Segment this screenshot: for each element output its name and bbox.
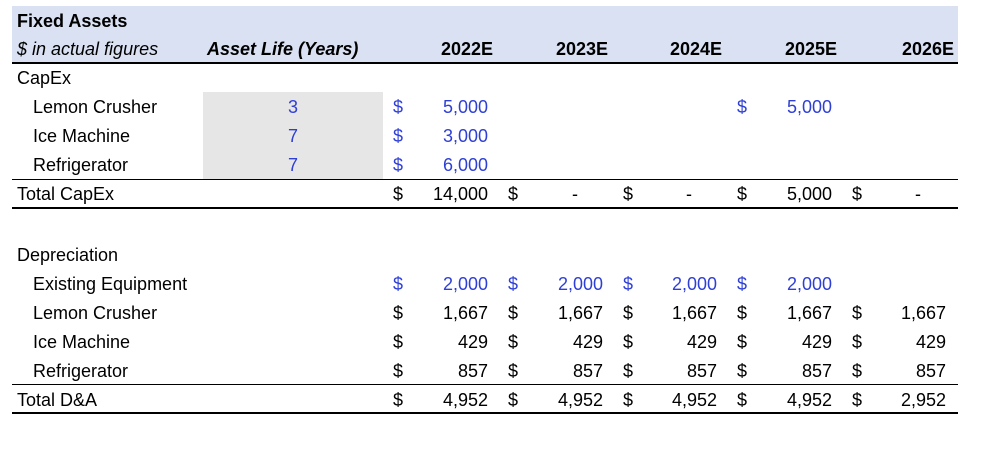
currency-symbol: $ bbox=[737, 184, 748, 204]
sheet-title: Fixed Assets bbox=[17, 11, 128, 31]
cell-value: 4,952 bbox=[442, 390, 488, 410]
asset-life-input-area bbox=[203, 92, 383, 179]
currency-symbol: $ bbox=[623, 390, 634, 410]
cell-value: 4,952 bbox=[557, 390, 603, 410]
currency-symbol: $ bbox=[508, 274, 519, 294]
row-label: Lemon Crusher bbox=[33, 303, 158, 323]
depreciation-section-label: Depreciation bbox=[17, 245, 119, 265]
dep-total-top-border bbox=[12, 384, 958, 385]
cell-value: 429 bbox=[801, 332, 832, 352]
year-header-2026E: 2026E bbox=[901, 39, 954, 59]
row-label: Total D&A bbox=[17, 390, 98, 410]
header-underline bbox=[12, 62, 958, 64]
currency-symbol: $ bbox=[623, 361, 634, 381]
cell-value: 4,952 bbox=[671, 390, 717, 410]
currency-symbol: $ bbox=[737, 303, 748, 323]
cell-value: 2,000 bbox=[442, 274, 488, 294]
cell-value: 1,667 bbox=[557, 303, 603, 323]
currency-symbol: $ bbox=[737, 97, 748, 117]
currency-symbol: $ bbox=[852, 390, 863, 410]
currency-symbol: $ bbox=[508, 361, 519, 381]
currency-symbol: $ bbox=[623, 184, 634, 204]
cell-value: 2,000 bbox=[557, 274, 603, 294]
year-header-2022E: 2022E bbox=[440, 39, 493, 59]
year-header-2023E: 2023E bbox=[555, 39, 608, 59]
cell-value: 5,000 bbox=[786, 184, 832, 204]
currency-symbol: $ bbox=[393, 184, 404, 204]
row-label: Total CapEx bbox=[17, 184, 115, 204]
cell-value: 2,952 bbox=[900, 390, 946, 410]
units-label: $ in actual figures bbox=[17, 39, 159, 59]
currency-symbol: $ bbox=[737, 332, 748, 352]
capex-total-top-border bbox=[12, 179, 958, 180]
year-header-2025E: 2025E bbox=[784, 39, 837, 59]
row-label: Refrigerator bbox=[33, 155, 129, 175]
cell-value: 1,667 bbox=[671, 303, 717, 323]
cell-value: 2,000 bbox=[786, 274, 832, 294]
cell-value: 4,952 bbox=[786, 390, 832, 410]
cell-value: 5,000 bbox=[786, 97, 832, 117]
cell-value: 857 bbox=[572, 361, 603, 381]
cell-value: 1,667 bbox=[900, 303, 946, 323]
currency-symbol: $ bbox=[393, 126, 404, 146]
capex-total-bottom-border bbox=[12, 207, 958, 209]
row-label: Refrigerator bbox=[33, 361, 129, 381]
year-header-2024E: 2024E bbox=[669, 39, 722, 59]
currency-symbol: $ bbox=[393, 332, 404, 352]
cell-value: 1,667 bbox=[786, 303, 832, 323]
dep-total-bottom-border bbox=[12, 412, 958, 414]
asset-life-value: 3 bbox=[287, 97, 298, 117]
cell-value: 857 bbox=[915, 361, 946, 381]
cell-value: - bbox=[915, 184, 921, 204]
currency-symbol: $ bbox=[623, 332, 634, 352]
currency-symbol: $ bbox=[393, 361, 404, 381]
currency-symbol: $ bbox=[623, 274, 634, 294]
currency-symbol: $ bbox=[737, 361, 748, 381]
currency-symbol: $ bbox=[852, 361, 863, 381]
row-label: Ice Machine bbox=[33, 126, 131, 146]
currency-symbol: $ bbox=[852, 303, 863, 323]
cell-value: 5,000 bbox=[442, 97, 488, 117]
currency-symbol: $ bbox=[508, 184, 519, 204]
header-band bbox=[12, 6, 958, 63]
currency-symbol: $ bbox=[508, 303, 519, 323]
currency-symbol: $ bbox=[508, 390, 519, 410]
row-label: Ice Machine bbox=[33, 332, 131, 352]
cell-value: 429 bbox=[572, 332, 603, 352]
currency-symbol: $ bbox=[737, 274, 748, 294]
asset-life-header: Asset Life (Years) bbox=[207, 39, 359, 59]
currency-symbol: $ bbox=[393, 390, 404, 410]
cell-value: 2,000 bbox=[671, 274, 717, 294]
cell-value: 429 bbox=[457, 332, 488, 352]
row-label: Existing Equipment bbox=[33, 274, 188, 294]
currency-symbol: $ bbox=[393, 303, 404, 323]
asset-life-value: 7 bbox=[287, 126, 298, 146]
currency-symbol: $ bbox=[393, 274, 404, 294]
currency-symbol: $ bbox=[852, 332, 863, 352]
currency-symbol: $ bbox=[737, 390, 748, 410]
cell-value: 6,000 bbox=[442, 155, 488, 175]
cell-value: - bbox=[572, 184, 578, 204]
row-label: Lemon Crusher bbox=[33, 97, 158, 117]
currency-symbol: $ bbox=[508, 332, 519, 352]
cell-value: 857 bbox=[686, 361, 717, 381]
cell-value: 857 bbox=[457, 361, 488, 381]
cell-value: 429 bbox=[686, 332, 717, 352]
cell-value: 429 bbox=[915, 332, 946, 352]
cell-value: - bbox=[686, 184, 692, 204]
capex-section-label: CapEx bbox=[17, 68, 72, 88]
cell-value: 1,667 bbox=[442, 303, 488, 323]
cell-value: 3,000 bbox=[442, 126, 488, 146]
currency-symbol: $ bbox=[852, 184, 863, 204]
currency-symbol: $ bbox=[393, 155, 404, 175]
cell-value: 857 bbox=[801, 361, 832, 381]
currency-symbol: $ bbox=[623, 303, 634, 323]
cell-value: 14,000 bbox=[432, 184, 488, 204]
currency-symbol: $ bbox=[393, 97, 404, 117]
asset-life-value: 7 bbox=[287, 155, 298, 175]
